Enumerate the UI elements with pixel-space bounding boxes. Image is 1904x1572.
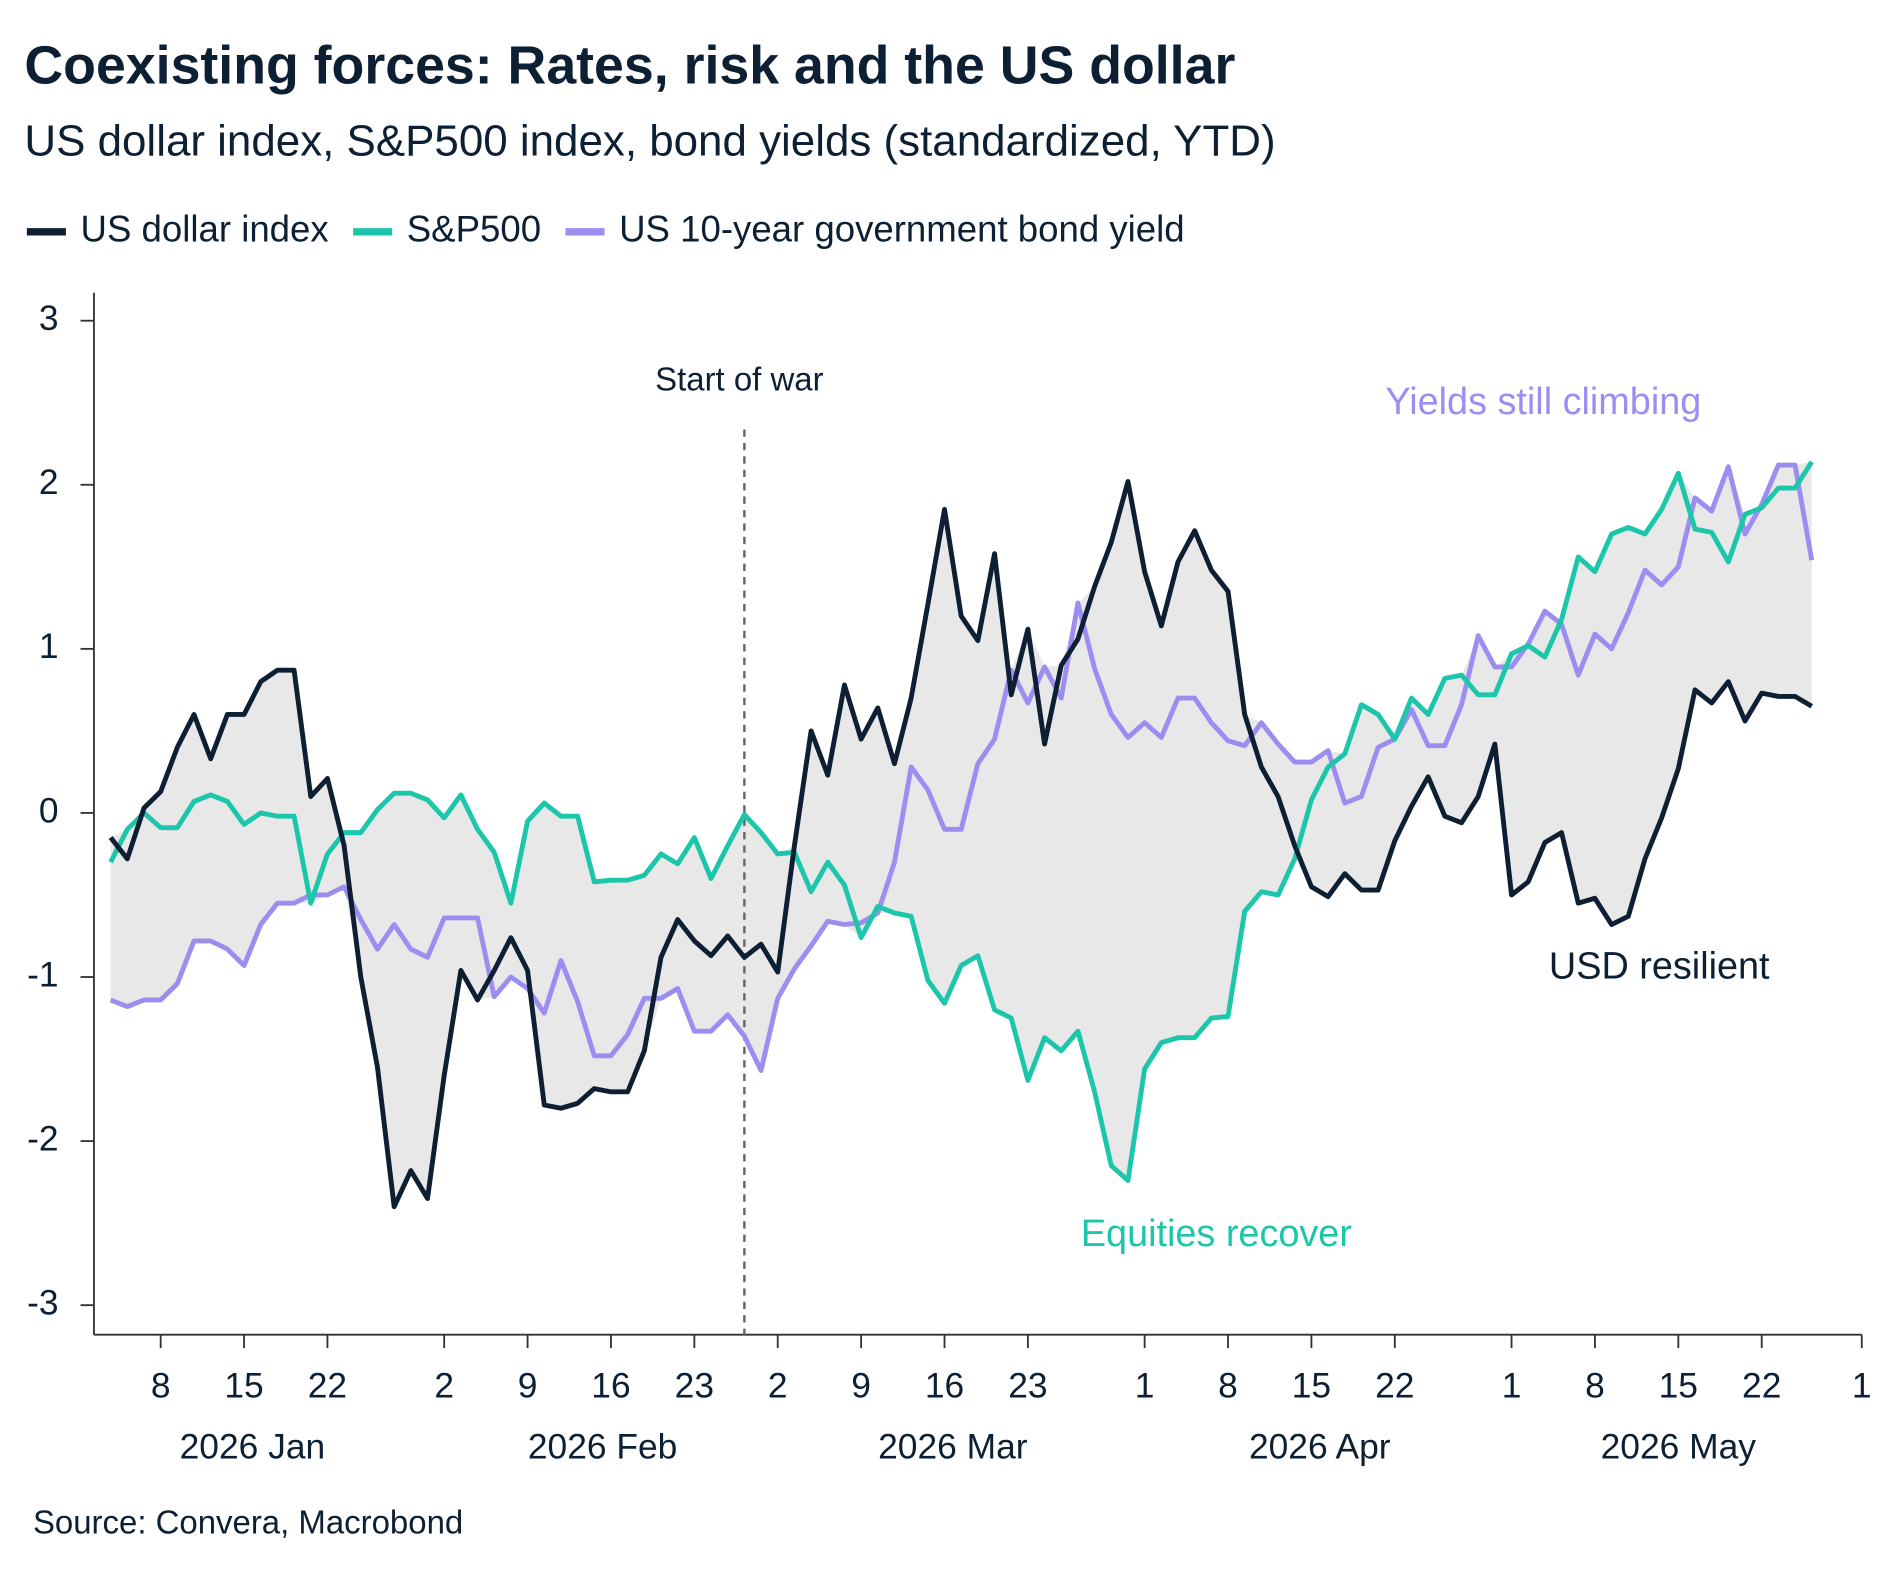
x-tick-label: 9 bbox=[851, 1367, 871, 1406]
annotation: Start of war bbox=[655, 361, 823, 398]
x-tick-label: 15 bbox=[1659, 1367, 1698, 1406]
legend-label: S&P500 bbox=[407, 208, 541, 249]
x-tick-label: 15 bbox=[1292, 1367, 1331, 1406]
x-tick-label: 22 bbox=[308, 1367, 347, 1406]
x-tick-label: 22 bbox=[1375, 1367, 1414, 1406]
legend-label: US dollar index bbox=[81, 208, 329, 249]
y-tick-label: -3 bbox=[27, 1284, 58, 1323]
x-tick-label: 22 bbox=[1742, 1367, 1781, 1406]
x-tick-label: 1 bbox=[1852, 1367, 1872, 1406]
series-line bbox=[108, 460, 1814, 1183]
y-tick-label: -1 bbox=[27, 955, 58, 994]
x-tick-label: 9 bbox=[518, 1367, 538, 1406]
month-label: 2026 Apr bbox=[1249, 1428, 1391, 1467]
y-tick-label: 2 bbox=[39, 463, 59, 502]
x-tick-label: 2 bbox=[434, 1367, 454, 1406]
y-tick-label: -2 bbox=[27, 1119, 58, 1158]
x-tick-label: 1 bbox=[1135, 1367, 1155, 1406]
legend-label: US 10-year government bond yield bbox=[619, 208, 1185, 249]
x-tick-label: 8 bbox=[1218, 1367, 1238, 1406]
month-label: 2026 Jan bbox=[180, 1428, 326, 1467]
x-tick-label: 15 bbox=[224, 1367, 263, 1406]
annotation: Equities recover bbox=[1081, 1213, 1352, 1255]
chart-title: Coexisting forces: Rates, risk and the U… bbox=[24, 36, 1235, 96]
x-tick-label: 8 bbox=[1585, 1367, 1605, 1406]
y-tick-label: 0 bbox=[39, 791, 59, 830]
annotation: Yields still climbing bbox=[1385, 381, 1701, 423]
month-label: 2026 Feb bbox=[528, 1428, 677, 1467]
month-label: 2026 May bbox=[1601, 1428, 1757, 1467]
x-tick-label: 1 bbox=[1502, 1367, 1522, 1406]
x-tick-label: 16 bbox=[591, 1367, 630, 1406]
month-label: 2026 Mar bbox=[878, 1428, 1028, 1467]
y-tick-label: 3 bbox=[39, 299, 59, 338]
annotation: USD resilient bbox=[1549, 946, 1770, 988]
x-tick-label: 2 bbox=[768, 1367, 788, 1406]
source-note: Source: Convera, Macrobond bbox=[33, 1504, 463, 1541]
series-line bbox=[108, 479, 1813, 1210]
y-tick-label: 1 bbox=[39, 627, 59, 666]
x-tick-label: 8 bbox=[151, 1367, 171, 1406]
chart-subtitle: US dollar index, S&P500 index, bond yiel… bbox=[24, 117, 1275, 166]
x-tick-label: 16 bbox=[925, 1367, 964, 1406]
x-tick-label: 23 bbox=[1008, 1367, 1047, 1406]
x-tick-label: 23 bbox=[675, 1367, 714, 1406]
